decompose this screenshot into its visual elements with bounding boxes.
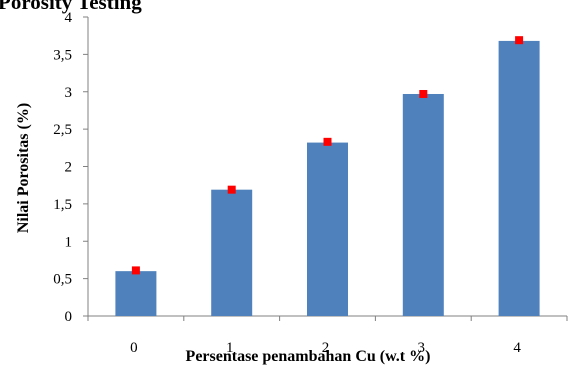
x-axis-label: Persentase penambahan Cu (w.t %) [186,348,431,365]
bar [211,189,253,316]
marker-series [131,36,524,275]
bar [402,93,444,317]
marker-point [227,185,236,194]
y-tick-label: 1 [65,234,73,250]
bar [498,40,540,317]
x-tick-labels: 0 1 2 3 4 [130,340,521,356]
y-tick-label: 2 [65,160,73,176]
y-tick-label: 3,5 [53,47,72,63]
marker-point [419,89,428,98]
y-tick-labels: 0 0,5 1 1,5 2 2,5 3 3,5 4 [53,10,72,325]
chart-title: Porosity Testing [0,0,142,14]
y-tick-label: 4 [65,10,73,26]
y-tick-label: 2,5 [53,122,72,138]
y-axis-label: Nilai Porositas (%) [15,103,32,233]
marker-point [515,36,524,45]
marker-point [323,137,332,146]
bar-series [115,40,540,317]
marker-point [131,266,140,275]
x-tick-label: 0 [130,340,138,356]
bar [307,142,348,316]
y-tick-label: 1,5 [53,197,72,213]
y-tick-label: 3 [65,85,73,101]
x-tick-label: 4 [513,340,521,356]
x-tick-label: 2 [322,340,330,356]
x-tick-label: 3 [418,340,426,356]
bar [115,271,157,316]
y-tick-label: 0 [65,309,73,325]
x-tick-label: 1 [226,340,234,356]
y-tick-label: 0,5 [53,272,72,288]
